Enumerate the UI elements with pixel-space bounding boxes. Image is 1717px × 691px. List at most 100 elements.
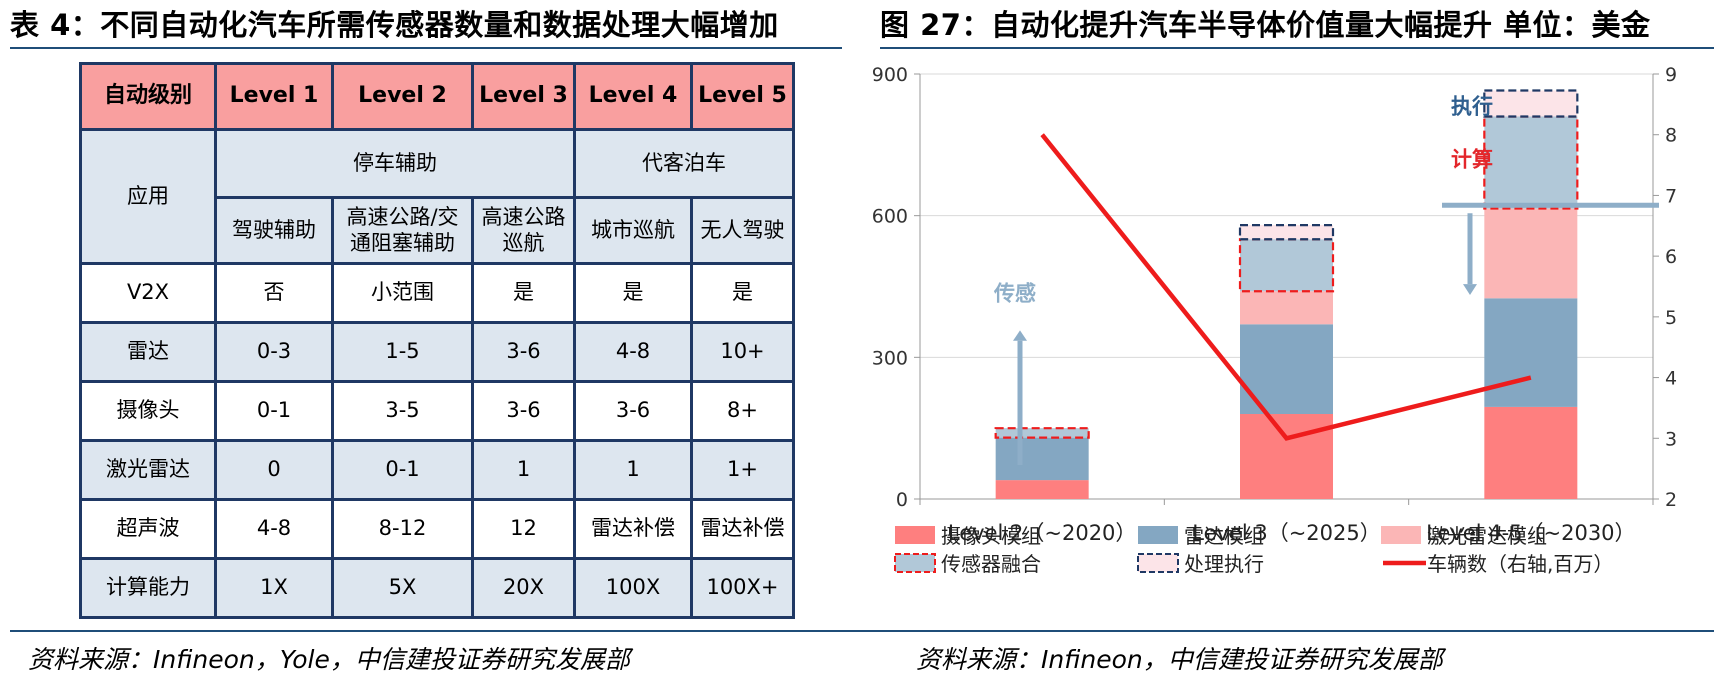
compute-arrow-head <box>1463 284 1477 295</box>
table-cell: 5X <box>331 557 474 619</box>
camera-segment <box>1240 414 1333 499</box>
table-cell: 0 <box>214 439 334 501</box>
x-tick-label: Level 2（~2020） <box>948 521 1137 545</box>
row-label-application: 应用 <box>79 128 217 265</box>
row-label-v2x: V2X <box>79 262 217 324</box>
table-cell: 1 <box>573 439 693 501</box>
header-cell-corner: 自动级别 <box>79 62 217 131</box>
row-label-compute: 计算能力 <box>79 557 217 619</box>
table-cell: 雷达补偿 <box>690 498 795 560</box>
table-cell: 20X <box>471 557 576 619</box>
app-sub-cell: 无人驾驶 <box>690 196 795 265</box>
camera-segment <box>995 480 1089 499</box>
app-sub-cell: 驾驶辅助 <box>214 196 334 265</box>
vehicle-count-line <box>1040 133 1532 441</box>
table-cell: 4-8 <box>573 321 693 383</box>
table-cell: 8+ <box>690 380 795 442</box>
app-sub-cell: 高速公路巡航 <box>471 196 576 265</box>
y-left-tick-label: 300 <box>872 347 908 369</box>
title-rule-left <box>10 47 842 49</box>
row-label-ultrasonic: 超声波 <box>79 498 217 560</box>
y-right-tick-label: 9 <box>1665 64 1677 86</box>
title-rule-right <box>880 47 1714 49</box>
y-left-tick-label: 900 <box>872 64 908 86</box>
x-tick-label: Level 4-5（~2030） <box>1426 521 1635 545</box>
table-cell: 1 <box>471 439 576 501</box>
table-cell: 1+ <box>690 439 795 501</box>
table-cell: 是 <box>471 262 576 324</box>
y-right-tick-label: 7 <box>1665 185 1677 207</box>
table-cell: 否 <box>214 262 334 324</box>
table-cell: 3-6 <box>573 380 693 442</box>
app-sub-cell: 高速公路/交通阻塞辅助 <box>331 196 474 265</box>
app-sub-cell: 城市巡航 <box>573 196 693 265</box>
lidar-segment <box>1240 291 1333 325</box>
table-title: 表 4：不同自动化汽车所需传感器数量和数据处理大幅增加 <box>10 8 779 42</box>
header-cell-level2: Level 2 <box>331 62 474 131</box>
radar-segment <box>1484 298 1578 407</box>
legend-label: 处理执行 <box>1184 552 1264 576</box>
table-cell: 0-1 <box>214 380 334 442</box>
sensing-arrow-head <box>1013 330 1027 341</box>
table-cell: 雷达补偿 <box>573 498 693 560</box>
y-right-tick-label: 4 <box>1665 368 1677 390</box>
y-right-tick-label: 6 <box>1665 246 1677 268</box>
radar-segment <box>995 437 1089 481</box>
table-cell: 1-5 <box>331 321 474 383</box>
header-cell-level3: Level 3 <box>471 62 576 131</box>
legend-label: 激光雷达模组 <box>1427 524 1547 548</box>
lidar-segment <box>1484 208 1578 299</box>
table-cell: 0-1 <box>331 439 474 501</box>
table-cell: 4-8 <box>214 498 334 560</box>
table-cell: 是 <box>690 262 795 324</box>
y-left-tick-label: 0 <box>896 489 908 511</box>
app-group-valet: 代客泊车 <box>573 128 795 199</box>
annotation-sensing: 传感 <box>993 282 1036 306</box>
table-cell: 12 <box>471 498 576 560</box>
table-cell: 0-3 <box>214 321 334 383</box>
header-cell-level4: Level 4 <box>573 62 693 131</box>
y-left-tick-label: 600 <box>872 206 908 228</box>
row-label-camera: 摄像头 <box>79 380 217 442</box>
sensor-table: 自动级别 Level 1 Level 2 Level 3 Level 4 Lev… <box>79 62 795 619</box>
execution-segment <box>1238 224 1335 241</box>
y-right-tick-label: 8 <box>1665 125 1677 147</box>
table-cell: 100X+ <box>690 557 795 619</box>
annotation-compute: 计算 <box>1451 148 1493 172</box>
header-cell-level1: Level 1 <box>214 62 334 131</box>
x-tick-label: Level 3（~2025） <box>1192 521 1381 545</box>
table-cell: 3-5 <box>331 380 474 442</box>
annotation-execution: 执行 <box>1451 95 1493 119</box>
table-source-note: 资料来源：Infineon，Yole，中信建投证券研究发展部 <box>28 645 630 674</box>
legend-swatch <box>895 526 935 544</box>
legend-swatch <box>1137 553 1179 573</box>
stacked-bar-chart: 0 300 600 900 2 3 4 5 6 7 8 9 Level 2（~2020） Level 3（… <box>872 64 1677 576</box>
y-right-tick-label: 2 <box>1665 489 1677 511</box>
y-right-tick-label: 5 <box>1665 307 1677 329</box>
legend-label: 摄像头模组 <box>941 524 1041 548</box>
row-label-radar: 雷达 <box>79 321 217 383</box>
legend-swatch <box>894 553 936 573</box>
app-group-parking: 停车辅助 <box>214 128 576 199</box>
table-cell: 100X <box>573 557 693 619</box>
execution-segment <box>1483 89 1579 118</box>
chart-source-note: 资料来源：Infineon，中信建投证券研究发展部 <box>916 645 1443 674</box>
fusion-segment <box>1238 238 1335 293</box>
y-right-tick-label: 3 <box>1665 428 1677 450</box>
fusion-segment <box>994 427 1090 439</box>
legend-swatch <box>1138 526 1178 544</box>
table-cell: 10+ <box>690 321 795 383</box>
table-cell: 是 <box>573 262 693 324</box>
footer-rule <box>10 630 1714 632</box>
row-label-lidar: 激光雷达 <box>79 439 217 501</box>
table-cell: 小范围 <box>331 262 474 324</box>
legend-label: 雷达模组 <box>1184 524 1264 548</box>
legend-swatch <box>1381 526 1421 544</box>
header-cell-level5: Level 5 <box>690 62 795 131</box>
legend-label: 车辆数（右轴,百万） <box>1427 552 1613 576</box>
camera-segment <box>1484 406 1578 499</box>
chart-title: 图 27：自动化提升汽车半导体价值量大幅提升 单位：美金 <box>880 8 1651 42</box>
table-cell: 8-12 <box>331 498 474 560</box>
fusion-segment <box>1483 115 1579 210</box>
table-cell: 1X <box>214 557 334 619</box>
